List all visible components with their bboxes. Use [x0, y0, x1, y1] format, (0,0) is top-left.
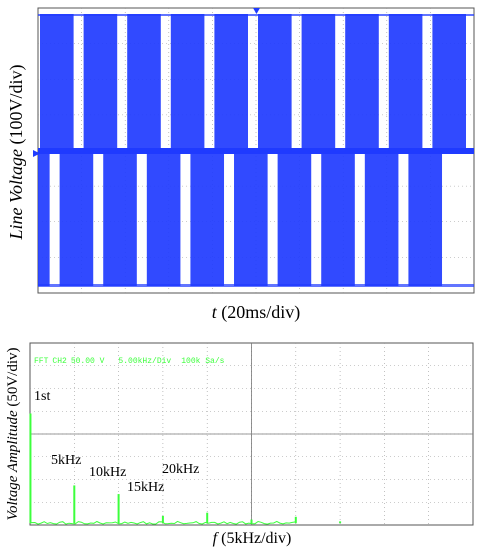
top-pulse-group-negative — [277, 151, 312, 286]
top-pulse-group-positive — [301, 14, 336, 151]
top-pulse-group-negative — [38, 151, 50, 286]
bottom-plot-grid — [30, 343, 473, 525]
top-pulse-group-negative — [146, 151, 181, 286]
ground-marker-icon — [33, 150, 40, 157]
bottom-ylabel: Voltage Amplitude (50V/div) — [5, 347, 21, 520]
top-pulse-group-positive — [40, 14, 74, 151]
top-pulse-group-positive — [83, 14, 118, 151]
fft-spectrum — [29, 413, 342, 525]
trigger-marker-icon — [253, 8, 260, 14]
top-pulse-group-negative — [408, 151, 443, 286]
top-pulse-group-positive — [345, 14, 379, 151]
top-pulse-group-positive — [388, 14, 423, 151]
top-pulse-group-positive — [170, 14, 205, 151]
top-pulse-group-negative — [190, 151, 225, 286]
top-xlabel: t (20ms/div) — [212, 302, 301, 323]
top-pulse-group-positive — [432, 14, 466, 151]
top-pulse-group-negative — [103, 151, 137, 286]
top-waveform — [38, 14, 474, 287]
line-voltage-plot: Line Voltage (100V/div) t (20ms/div) — [6, 7, 475, 323]
annotation-5khz: 5kHz — [51, 453, 81, 468]
top-pulse-group-negative — [234, 151, 268, 286]
top-pulse-group-negative — [59, 151, 94, 286]
annotation-20khz: 20kHz — [162, 462, 199, 477]
top-pulse-group-positive — [258, 14, 292, 151]
top-pulse-group-negative — [364, 151, 399, 286]
annotation-1st: 1st — [34, 389, 50, 404]
fft-plot: FFT CH2 50.00 V 5.00kHz/Div 100k Sa/s 1st 5k… — [5, 342, 474, 547]
top-pulse-group-positive — [127, 14, 161, 151]
scope-header: FFT CH2 50.00 V 5.00kHz/Div 100k Sa/s — [34, 357, 225, 366]
top-pulse-group-negative — [321, 151, 355, 286]
bottom-xlabel: f (5kHz/div) — [213, 530, 292, 547]
top-ylabel: Line Voltage (100V/div) — [6, 65, 27, 241]
top-upper-baseline — [38, 14, 474, 16]
annotation-10khz: 10kHz — [89, 465, 126, 480]
top-pulse-group-positive — [214, 14, 248, 151]
annotation-15khz: 15kHz — [127, 480, 164, 495]
